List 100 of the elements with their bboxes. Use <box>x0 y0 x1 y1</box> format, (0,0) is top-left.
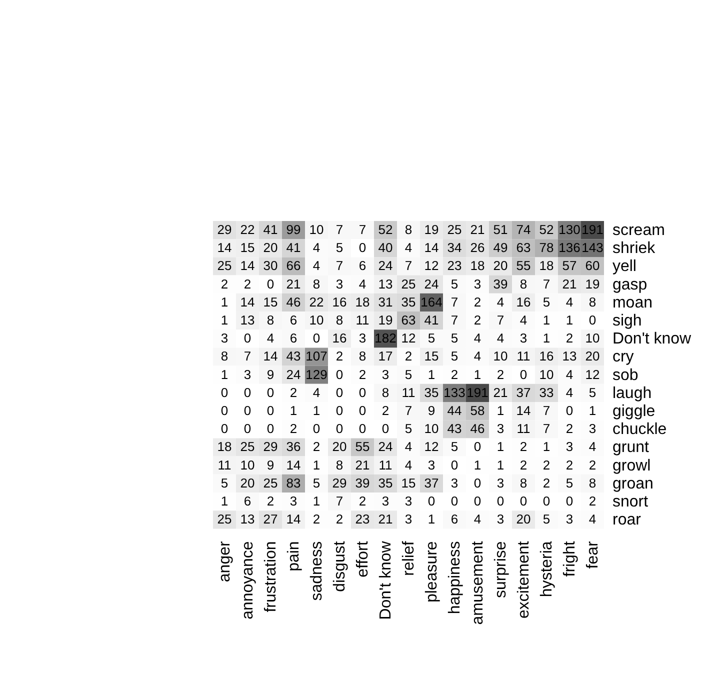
data-label: 21 <box>378 512 393 527</box>
data-label: 0 <box>566 494 574 509</box>
data-label: 0 <box>266 384 274 400</box>
data-label: 74 <box>516 222 531 238</box>
data-label: 1 <box>588 403 596 418</box>
data-label: 2 <box>290 421 298 436</box>
data-label: 0 <box>336 366 344 382</box>
data-label: 8 <box>520 475 528 490</box>
data-label: 7 <box>542 276 550 292</box>
data-label: 21 <box>355 457 370 472</box>
data-label: 2 <box>474 312 482 328</box>
data-label: 10 <box>493 348 508 364</box>
y-tick-label: chuckle <box>612 421 667 438</box>
data-label: 2 <box>588 494 596 509</box>
data-label: 20 <box>263 240 278 256</box>
data-label: 14 <box>240 294 255 310</box>
data-label: 136 <box>558 240 580 256</box>
data-label: 3 <box>382 366 390 382</box>
data-label: 11 <box>356 312 370 328</box>
data-label: 24 <box>286 366 301 382</box>
data-label: 5 <box>404 366 412 382</box>
x-tick-label: disgust <box>332 540 348 592</box>
data-label: 2 <box>542 475 550 490</box>
data-label: 1 <box>496 457 504 472</box>
data-label: 7 <box>542 403 550 418</box>
data-label: 11 <box>402 384 416 400</box>
data-label: 3 <box>428 457 436 472</box>
data-label: 21 <box>286 276 301 292</box>
data-label: 2 <box>450 366 458 382</box>
data-label: 5 <box>336 240 344 256</box>
x-tick-label: pleasure <box>424 541 440 603</box>
data-label: 1 <box>290 403 298 418</box>
data-label: 63 <box>401 312 416 328</box>
data-label: 3 <box>336 276 344 292</box>
data-label: 7 <box>404 258 412 274</box>
data-label: 19 <box>424 222 439 238</box>
data-label: 18 <box>470 258 485 274</box>
y-tick-label: cry <box>612 348 634 366</box>
data-label: 14 <box>286 512 301 527</box>
data-label: 7 <box>404 403 412 418</box>
data-label: 35 <box>378 475 393 490</box>
data-label: 0 <box>358 403 366 418</box>
data-label: 7 <box>450 294 458 310</box>
data-label: 5 <box>566 475 574 490</box>
data-label: 11 <box>516 421 530 436</box>
data-label: 33 <box>539 384 554 400</box>
data-label: 0 <box>220 421 228 436</box>
data-label: 1 <box>566 312 574 328</box>
data-label: 2 <box>312 439 320 454</box>
data-label: 16 <box>332 294 347 310</box>
data-label: 3 <box>244 366 252 382</box>
data-label: 8 <box>520 276 528 292</box>
data-label: 0 <box>244 384 252 400</box>
data-label: 191 <box>582 222 604 238</box>
data-label: 36 <box>286 439 301 454</box>
data-label: 4 <box>266 330 274 346</box>
x-tick-label: pain <box>286 541 302 572</box>
data-label: 3 <box>566 512 574 527</box>
data-label: 23 <box>447 258 462 274</box>
data-label: 8 <box>220 348 228 364</box>
data-label: 3 <box>496 475 504 490</box>
data-label: 107 <box>306 348 328 364</box>
data-label: 57 <box>562 258 577 274</box>
data-label: 24 <box>424 276 439 292</box>
data-label: 14 <box>286 457 301 472</box>
x-tick-label: hysteria <box>538 541 556 598</box>
data-label: 6 <box>290 312 298 328</box>
data-label: 2 <box>358 494 366 509</box>
data-label: 39 <box>355 475 370 490</box>
data-label: 0 <box>220 403 228 418</box>
data-label: 0 <box>244 330 252 346</box>
data-label: 1 <box>220 494 228 509</box>
data-label: 4 <box>312 384 320 400</box>
data-label: 25 <box>401 276 416 292</box>
data-label: 15 <box>240 240 255 256</box>
data-label: 3 <box>358 330 366 346</box>
data-label: 58 <box>470 403 485 418</box>
data-label: 55 <box>516 258 531 274</box>
x-tick-label: annoyance <box>240 541 256 620</box>
data-label: 11 <box>218 457 232 472</box>
data-label: 14 <box>263 348 278 364</box>
x-tick-label: Don't know <box>378 540 394 620</box>
data-label: 2 <box>404 348 412 364</box>
data-label: 26 <box>470 240 485 256</box>
data-label: 0 <box>474 494 482 509</box>
data-label: 25 <box>240 439 255 454</box>
data-label: 4 <box>358 276 366 292</box>
data-label: 0 <box>450 494 458 509</box>
data-label: 41 <box>424 312 439 328</box>
data-label: 8 <box>336 312 344 328</box>
data-label: 41 <box>263 222 278 238</box>
data-label: 18 <box>539 258 554 274</box>
data-label: 9 <box>266 457 274 472</box>
data-label: 0 <box>266 276 274 292</box>
data-label: 46 <box>286 294 301 310</box>
data-label: 0 <box>266 421 274 436</box>
data-label: 39 <box>493 276 508 292</box>
data-label: 8 <box>588 294 596 310</box>
y-tick-label: Don't know <box>612 330 692 348</box>
data-label: 21 <box>493 384 508 400</box>
